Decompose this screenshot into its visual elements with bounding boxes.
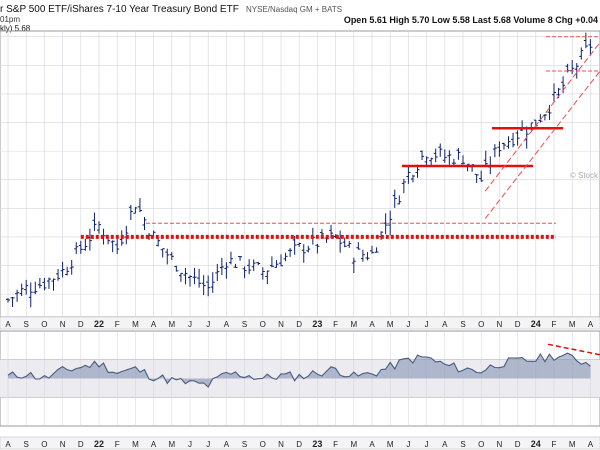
x-tick-label: S bbox=[242, 320, 247, 329]
x-tick-label: O bbox=[41, 440, 47, 449]
x-tick-label: A bbox=[5, 320, 11, 329]
trend-channel-line bbox=[484, 42, 600, 192]
x-tick-label: S bbox=[24, 440, 29, 449]
x-tick-label: J bbox=[406, 320, 410, 329]
x-tick-label: 23 bbox=[312, 439, 322, 449]
x-axis-top: A S O N D 22 F M A M J J A S O N D 23 F M A M J J A S O N D 24 F M A bbox=[0, 316, 600, 330]
x-tick-label: A bbox=[224, 320, 230, 329]
x-tick-label: A bbox=[224, 440, 230, 449]
x-tick-label: J bbox=[188, 440, 192, 449]
x-tick-label: J bbox=[406, 440, 410, 449]
axis-strip bbox=[0, 436, 600, 450]
x-tick-label: S bbox=[460, 320, 465, 329]
x-tick-label: 22 bbox=[94, 319, 104, 329]
x-tick-label: J bbox=[188, 320, 192, 329]
rsi-panel bbox=[0, 330, 600, 427]
exchange-label: NYSE/Nasdaq GM + BATS bbox=[246, 5, 342, 14]
x-tick-label: N bbox=[278, 440, 284, 449]
x-tick-label: D bbox=[296, 320, 302, 329]
x-tick-label: 24 bbox=[531, 439, 541, 449]
x-tick-label: J bbox=[425, 440, 429, 449]
x-tick-label: A bbox=[369, 320, 375, 329]
trend-channel-line bbox=[484, 70, 600, 219]
axis-strip bbox=[0, 316, 600, 330]
x-tick-label: M bbox=[168, 320, 175, 329]
x-tick-label: M bbox=[387, 440, 394, 449]
x-tick-label: 24 bbox=[531, 319, 541, 329]
x-tick-label: M bbox=[350, 440, 357, 449]
x-tick-label: O bbox=[478, 440, 484, 449]
watermark: © Stock bbox=[570, 171, 599, 180]
x-tick-label: D bbox=[78, 440, 84, 449]
trendline-annotations bbox=[80, 36, 600, 239]
x-tick-label: N bbox=[60, 440, 66, 449]
x-tick-label: M bbox=[168, 440, 175, 449]
chart-title: r S&P 500 ETF/iShares 7-10 Year Treasury… bbox=[0, 4, 239, 15]
x-tick-label: S bbox=[460, 440, 465, 449]
x-tick-label: D bbox=[296, 440, 302, 449]
x-tick-label: A bbox=[151, 440, 157, 449]
x-tick-label: S bbox=[24, 320, 29, 329]
rsi-line-path bbox=[7, 352, 591, 388]
time-label: 01pm bbox=[0, 15, 20, 24]
x-tick-label: D bbox=[515, 440, 521, 449]
x-tick-label: A bbox=[369, 440, 375, 449]
x-tick-label: F bbox=[115, 440, 120, 449]
x-tick-label: N bbox=[497, 320, 503, 329]
x-tick-label: M bbox=[569, 320, 576, 329]
x-tick-label: M bbox=[350, 320, 357, 329]
x-tick-label: F bbox=[552, 440, 557, 449]
x-tick-label: M bbox=[132, 320, 139, 329]
x-tick-label: O bbox=[41, 320, 47, 329]
x-tick-label: A bbox=[588, 320, 594, 329]
x-tick-label: A bbox=[5, 440, 11, 449]
x-tick-label: D bbox=[515, 320, 521, 329]
rsi-panel-frame bbox=[0, 330, 600, 427]
x-tick-label: F bbox=[552, 320, 557, 329]
x-tick-label: N bbox=[497, 440, 503, 449]
rsi-fill bbox=[8, 353, 591, 387]
x-tick-label: O bbox=[260, 320, 266, 329]
x-tick-label: D bbox=[78, 320, 84, 329]
x-tick-label: F bbox=[333, 440, 338, 449]
x-tick-label: S bbox=[242, 440, 247, 449]
series-label: kly) 5.68 bbox=[0, 24, 31, 33]
x-tick-label: N bbox=[60, 320, 66, 329]
x-tick-label: N bbox=[278, 320, 284, 329]
x-tick-label: A bbox=[588, 440, 594, 449]
x-tick-label: M bbox=[569, 440, 576, 449]
x-tick-label: M bbox=[387, 320, 394, 329]
x-tick-label: J bbox=[206, 440, 210, 449]
x-tick-label: 22 bbox=[94, 439, 104, 449]
x-tick-label: F bbox=[115, 320, 120, 329]
x-tick-label: J bbox=[425, 320, 429, 329]
x-tick-label: 23 bbox=[312, 319, 322, 329]
x-tick-label: J bbox=[206, 320, 210, 329]
x-tick-label: F bbox=[333, 320, 338, 329]
x-tick-label: O bbox=[478, 320, 484, 329]
x-tick-label: A bbox=[442, 320, 448, 329]
x-tick-label: O bbox=[260, 440, 266, 449]
price-gridlines bbox=[0, 31, 600, 317]
price-panel bbox=[0, 30, 600, 318]
x-tick-label: A bbox=[151, 320, 157, 329]
x-axis-bottom: A S O N D 22 F M A M J J A S O N D 23 F M A M J J A S O N D 24 F M A bbox=[0, 436, 600, 450]
rsi-divergence-line bbox=[547, 343, 600, 356]
quote-readout: Open 5.61 High 5.70 Low 5.58 Last 5.68 V… bbox=[344, 15, 598, 25]
x-tick-label: M bbox=[132, 440, 139, 449]
rsi-line bbox=[7, 343, 600, 388]
x-tick-label: A bbox=[442, 440, 448, 449]
